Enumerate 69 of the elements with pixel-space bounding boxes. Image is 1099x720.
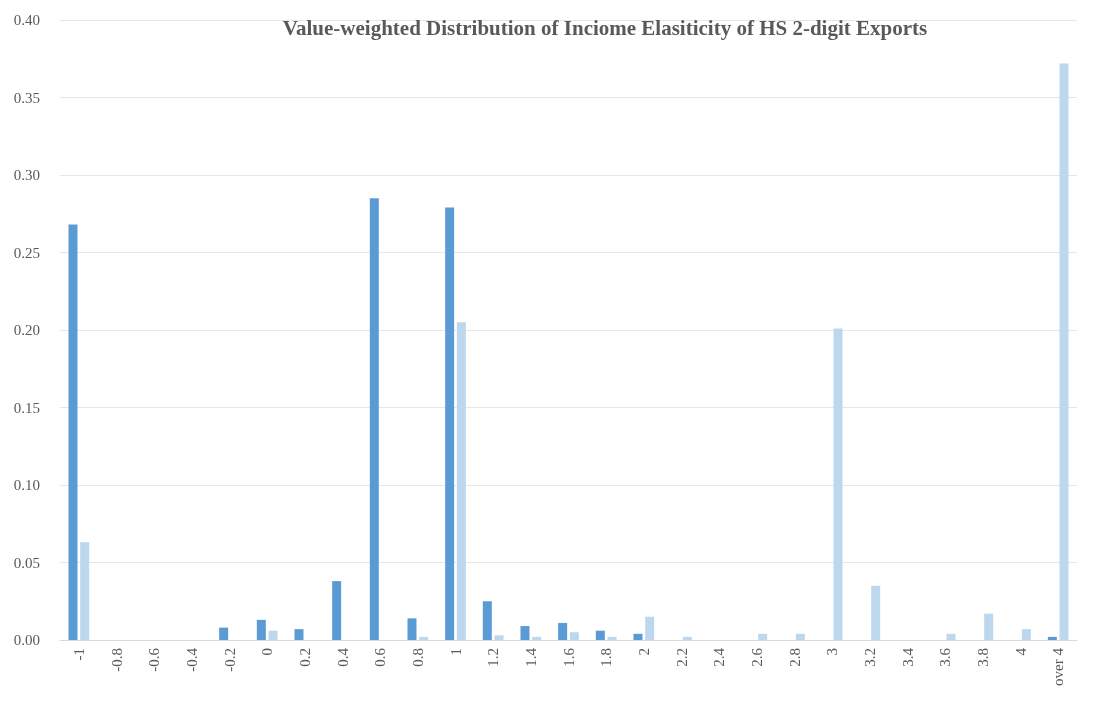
x-tick-label: 2.8 (786, 648, 803, 667)
x-tick-label: 1.8 (598, 648, 615, 667)
x-tick-label: -0.6 (146, 647, 163, 672)
bar (219, 627, 229, 640)
bar (445, 207, 455, 640)
bar (569, 632, 579, 640)
bar (482, 601, 492, 640)
x-tick-label: 3.8 (974, 648, 991, 667)
bar (494, 635, 504, 640)
x-tick-label: 0.8 (409, 648, 426, 667)
bar (407, 618, 417, 640)
y-tick-label: 0.15 (13, 399, 40, 416)
x-tick-label: 3.6 (937, 647, 954, 667)
x-tick-label: 0 (259, 648, 276, 656)
x-tick-label: 4 (1012, 647, 1029, 656)
x-tick-label: over 4 (1050, 647, 1067, 686)
bar (332, 581, 342, 640)
y-tick-label: 0.25 (13, 244, 40, 261)
bar (795, 633, 805, 640)
bar (946, 633, 956, 640)
chart-title: Value-weighted Distribution of Inciome Elasiticity of HS 2-digit Exports (282, 15, 928, 40)
bar (369, 198, 379, 640)
y-tick-label: 0.35 (13, 89, 40, 106)
y-tick-label: 0.40 (13, 12, 40, 28)
x-tick-label: 2 (635, 648, 652, 656)
bar (419, 636, 429, 640)
x-tick-label: 1.6 (560, 647, 577, 667)
bar (595, 630, 605, 640)
x-tick-label: 0.6 (372, 647, 389, 667)
x-tick-label: 1.4 (522, 647, 539, 667)
x-tick-label: -0.4 (183, 647, 200, 672)
x-tick-label: 0.2 (296, 648, 313, 667)
bar (871, 585, 881, 640)
bar (68, 224, 78, 640)
bar (633, 633, 643, 640)
x-tick-label: 3 (824, 648, 841, 656)
bar (758, 633, 768, 640)
y-tick-label: 0.05 (13, 554, 40, 571)
bar (1047, 636, 1057, 640)
x-tick-label: -0.8 (108, 648, 125, 672)
x-tick-label: 3.4 (899, 647, 916, 667)
x-tick-label: 2.6 (748, 647, 765, 667)
x-tick-label: 2.2 (673, 648, 690, 667)
x-tick-label: 2.4 (711, 647, 728, 667)
x-tick-label: 1 (447, 648, 464, 656)
bar (1059, 63, 1069, 640)
y-tick-label: 0.00 (13, 632, 40, 648)
bar (456, 322, 466, 640)
bar (833, 328, 843, 640)
bar (256, 619, 266, 640)
x-tick-label: -0.2 (221, 648, 238, 672)
y-tick-label: 0.20 (13, 322, 40, 338)
x-tick-label: 0.4 (334, 647, 351, 667)
bar (268, 630, 278, 640)
bar (1021, 629, 1031, 640)
bar (80, 542, 90, 640)
bar (607, 636, 617, 640)
bar (294, 629, 304, 640)
bar (984, 613, 994, 640)
bar (682, 636, 692, 640)
x-tick-label: -1 (70, 648, 87, 661)
y-tick-label: 0.30 (13, 167, 40, 183)
y-tick-label: 0.10 (13, 477, 40, 493)
x-tick-label: 1.2 (485, 648, 502, 667)
bar (532, 636, 542, 640)
bar (520, 626, 530, 640)
bar (645, 616, 655, 640)
bar (558, 622, 568, 640)
x-tick-label: 3.2 (861, 648, 878, 667)
